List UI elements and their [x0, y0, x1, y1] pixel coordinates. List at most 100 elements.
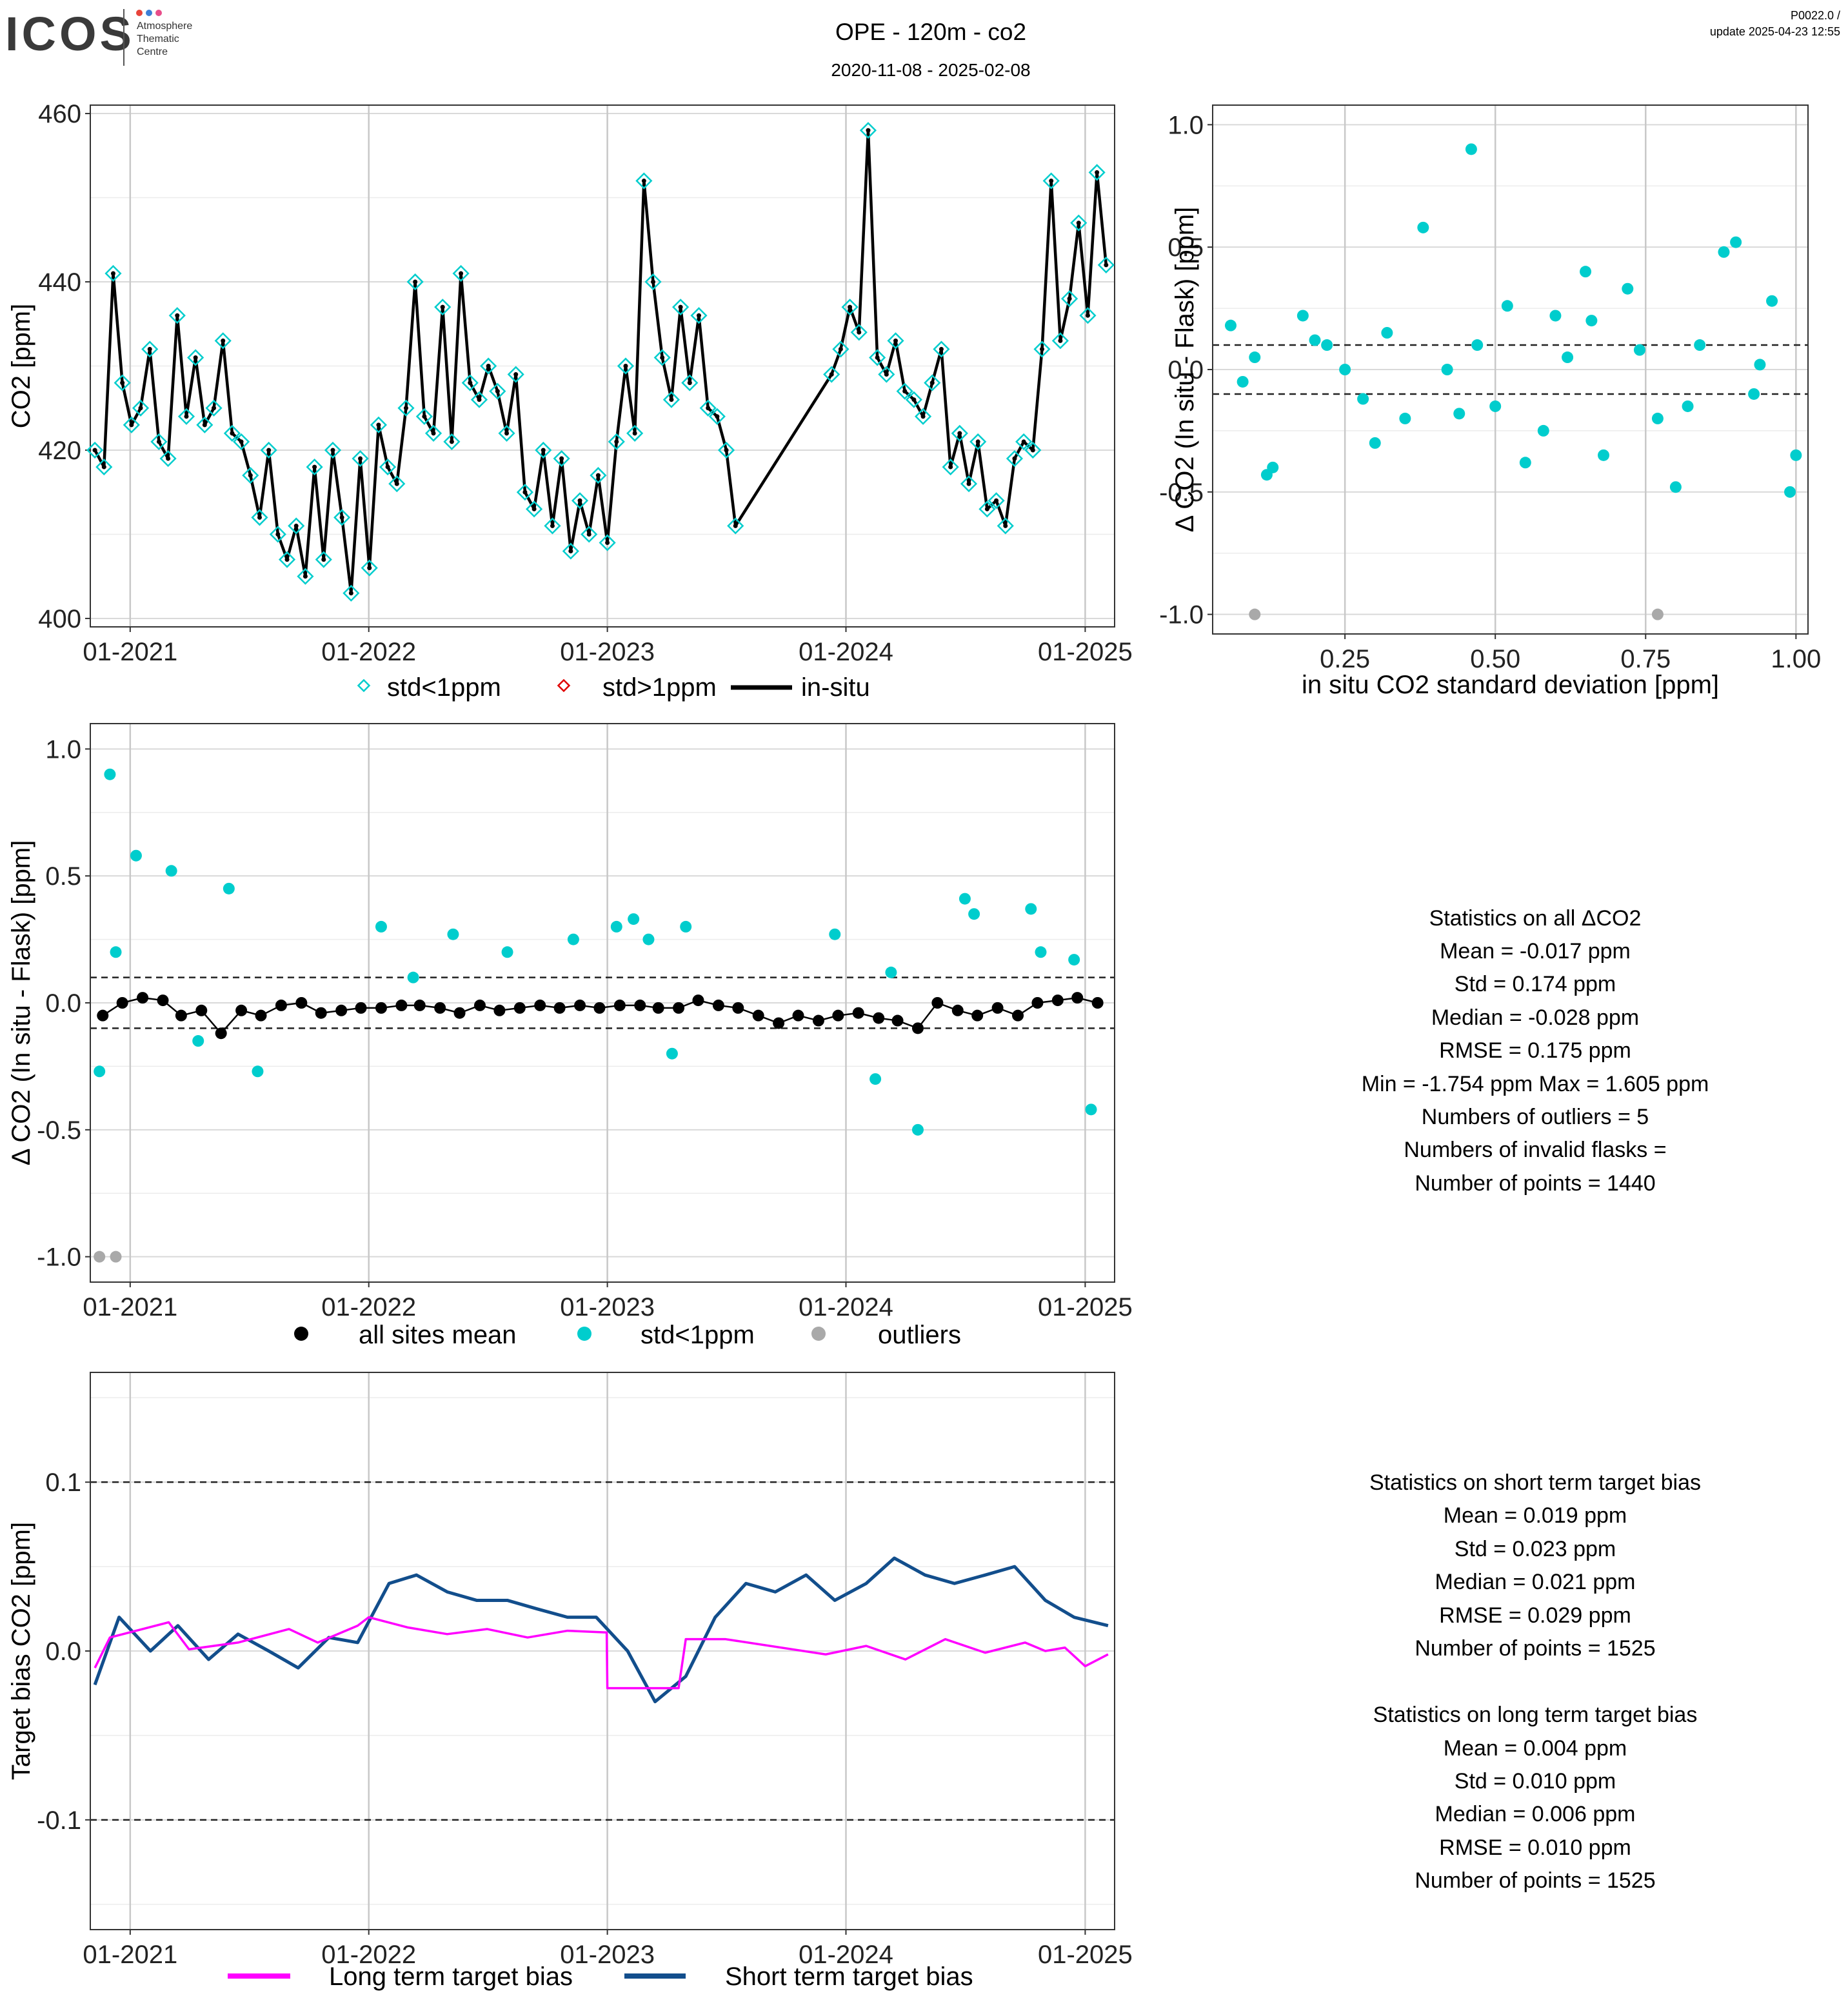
flask-std-lt1-point — [924, 374, 941, 391]
stats-bias-line: Median = 0.021 ppm — [1435, 1570, 1636, 1594]
delta-point — [165, 865, 177, 877]
insitu-point — [348, 591, 353, 596]
flask-std-lt1-point — [690, 307, 708, 324]
delta-point — [911, 1123, 924, 1136]
flask-std-lt1-point — [1006, 450, 1024, 468]
delta-point — [1085, 1103, 1097, 1116]
y-tick-label: 0.1 — [45, 1468, 81, 1497]
flask-std-lt1-point — [269, 526, 286, 543]
y-axis-label: CO2 [ppm] — [7, 304, 35, 428]
y-tick-label: -0.5 — [1159, 479, 1204, 507]
flask-std-lt1-point — [306, 458, 323, 476]
mean-point — [931, 997, 944, 1009]
stats-delta-line: Median = -0.028 ppm — [1431, 1005, 1639, 1030]
insitu-point — [911, 397, 917, 402]
delta-point — [567, 933, 579, 945]
y-tick-label: 440 — [38, 268, 81, 297]
flask-std-lt1-point — [672, 299, 690, 316]
mean-point — [255, 1009, 267, 1022]
flask-std-lt1-point — [599, 534, 616, 551]
insitu-point — [257, 515, 262, 520]
insitu-point — [184, 414, 189, 419]
flask-std-lt1-point — [223, 424, 241, 442]
insitu-point — [724, 448, 729, 453]
flask-std-lt1-point — [997, 517, 1014, 535]
mean-point — [215, 1027, 227, 1040]
mean-point — [395, 999, 408, 1011]
mean-point — [652, 1002, 664, 1014]
delta-point — [1068, 954, 1080, 966]
legend-short-term-label: Short term target bias — [725, 1963, 973, 1991]
insitu-point — [605, 540, 610, 546]
insitu-point — [595, 473, 601, 478]
flask-std-lt1-point — [699, 399, 717, 417]
y-axis-label: Target bias CO2 [ppm] — [7, 1522, 35, 1780]
legend-std-gt1-label: std>1ppm — [602, 673, 717, 702]
delta-point — [1260, 469, 1273, 481]
x-tick-label: 01-2025 — [1038, 1941, 1133, 1969]
flask-std-lt1-point — [951, 424, 968, 442]
flask-std-lt1-point — [251, 509, 268, 526]
mean-point — [97, 1009, 109, 1022]
delta-point — [1465, 143, 1477, 155]
insitu-point — [541, 448, 546, 453]
flask-std-lt1-point — [159, 450, 177, 468]
x-tick-label: 01-2023 — [560, 638, 655, 666]
insitu-point — [829, 372, 834, 377]
insitu-point — [339, 515, 344, 520]
delta-point — [252, 1065, 264, 1078]
insitu-point — [939, 346, 944, 351]
delta-point — [1790, 449, 1802, 461]
insitu-point — [376, 422, 381, 428]
flask-std-lt1-point — [443, 433, 461, 451]
insitu-point — [948, 464, 953, 470]
mean-point — [315, 1007, 327, 1019]
y-tick-label: 0.5 — [1167, 233, 1204, 262]
flask-std-lt1-point — [123, 416, 140, 433]
flask-std-lt1-point — [869, 349, 886, 366]
flask-std-lt1-point — [452, 264, 470, 282]
stats-bias-block: Statistics on short term target bias Mea… — [1369, 1470, 1701, 1893]
insitu-point — [513, 372, 519, 377]
delta-point — [1633, 344, 1645, 356]
delta-point — [1622, 282, 1634, 295]
flask-std-lt1-point — [1024, 441, 1042, 459]
insitu-point — [248, 473, 253, 478]
logo-dot-red — [136, 10, 143, 16]
y-tick-label: -0.5 — [37, 1116, 81, 1145]
insitu-point — [1067, 296, 1072, 301]
insitu-point — [920, 414, 926, 419]
flask-std-lt1-point — [187, 349, 204, 366]
insitu-point — [275, 531, 281, 537]
target-bias-panel: -0.1 0.0 0.1 01-2021 01-2022 01-2023 01-2024 01… — [7, 1372, 1133, 1969]
delta-point — [628, 913, 640, 925]
mean-point — [752, 1009, 764, 1022]
delta-point — [1766, 295, 1778, 307]
mean-point — [1012, 1009, 1024, 1022]
delta-point — [1035, 946, 1047, 958]
stats-bias-line: Median = 0.006 ppm — [1435, 1802, 1636, 1826]
mean-point — [275, 999, 287, 1011]
insitu-point — [706, 406, 711, 411]
mean-point — [1071, 992, 1084, 1004]
x-axis-label: in situ CO2 standard deviation [ppm] — [1302, 671, 1719, 699]
insitu-point — [838, 346, 843, 351]
legend-bias: Long term target bias Short term target … — [228, 1963, 973, 1991]
legend-stdlt1-symbol — [577, 1327, 591, 1341]
flask-std-lt1-point — [104, 264, 122, 282]
flask-std-lt1-point — [1033, 341, 1051, 358]
insitu-point — [101, 464, 106, 470]
insitu-point — [110, 271, 115, 276]
legend-std-gt1-symbol — [557, 678, 571, 693]
insitu-point — [431, 431, 436, 436]
y-tick-label: 0.0 — [45, 1637, 81, 1666]
flask-std-lt1-point — [406, 273, 424, 291]
insitu-point — [687, 381, 692, 386]
delta-point — [1309, 334, 1321, 346]
flask-std-lt1-point — [397, 399, 415, 417]
mean-point — [712, 999, 724, 1011]
insitu-point — [1021, 439, 1026, 444]
delta-point — [1321, 339, 1333, 351]
stats-delta-line: Std = 0.174 ppm — [1455, 972, 1616, 996]
delta-point — [1682, 400, 1694, 412]
